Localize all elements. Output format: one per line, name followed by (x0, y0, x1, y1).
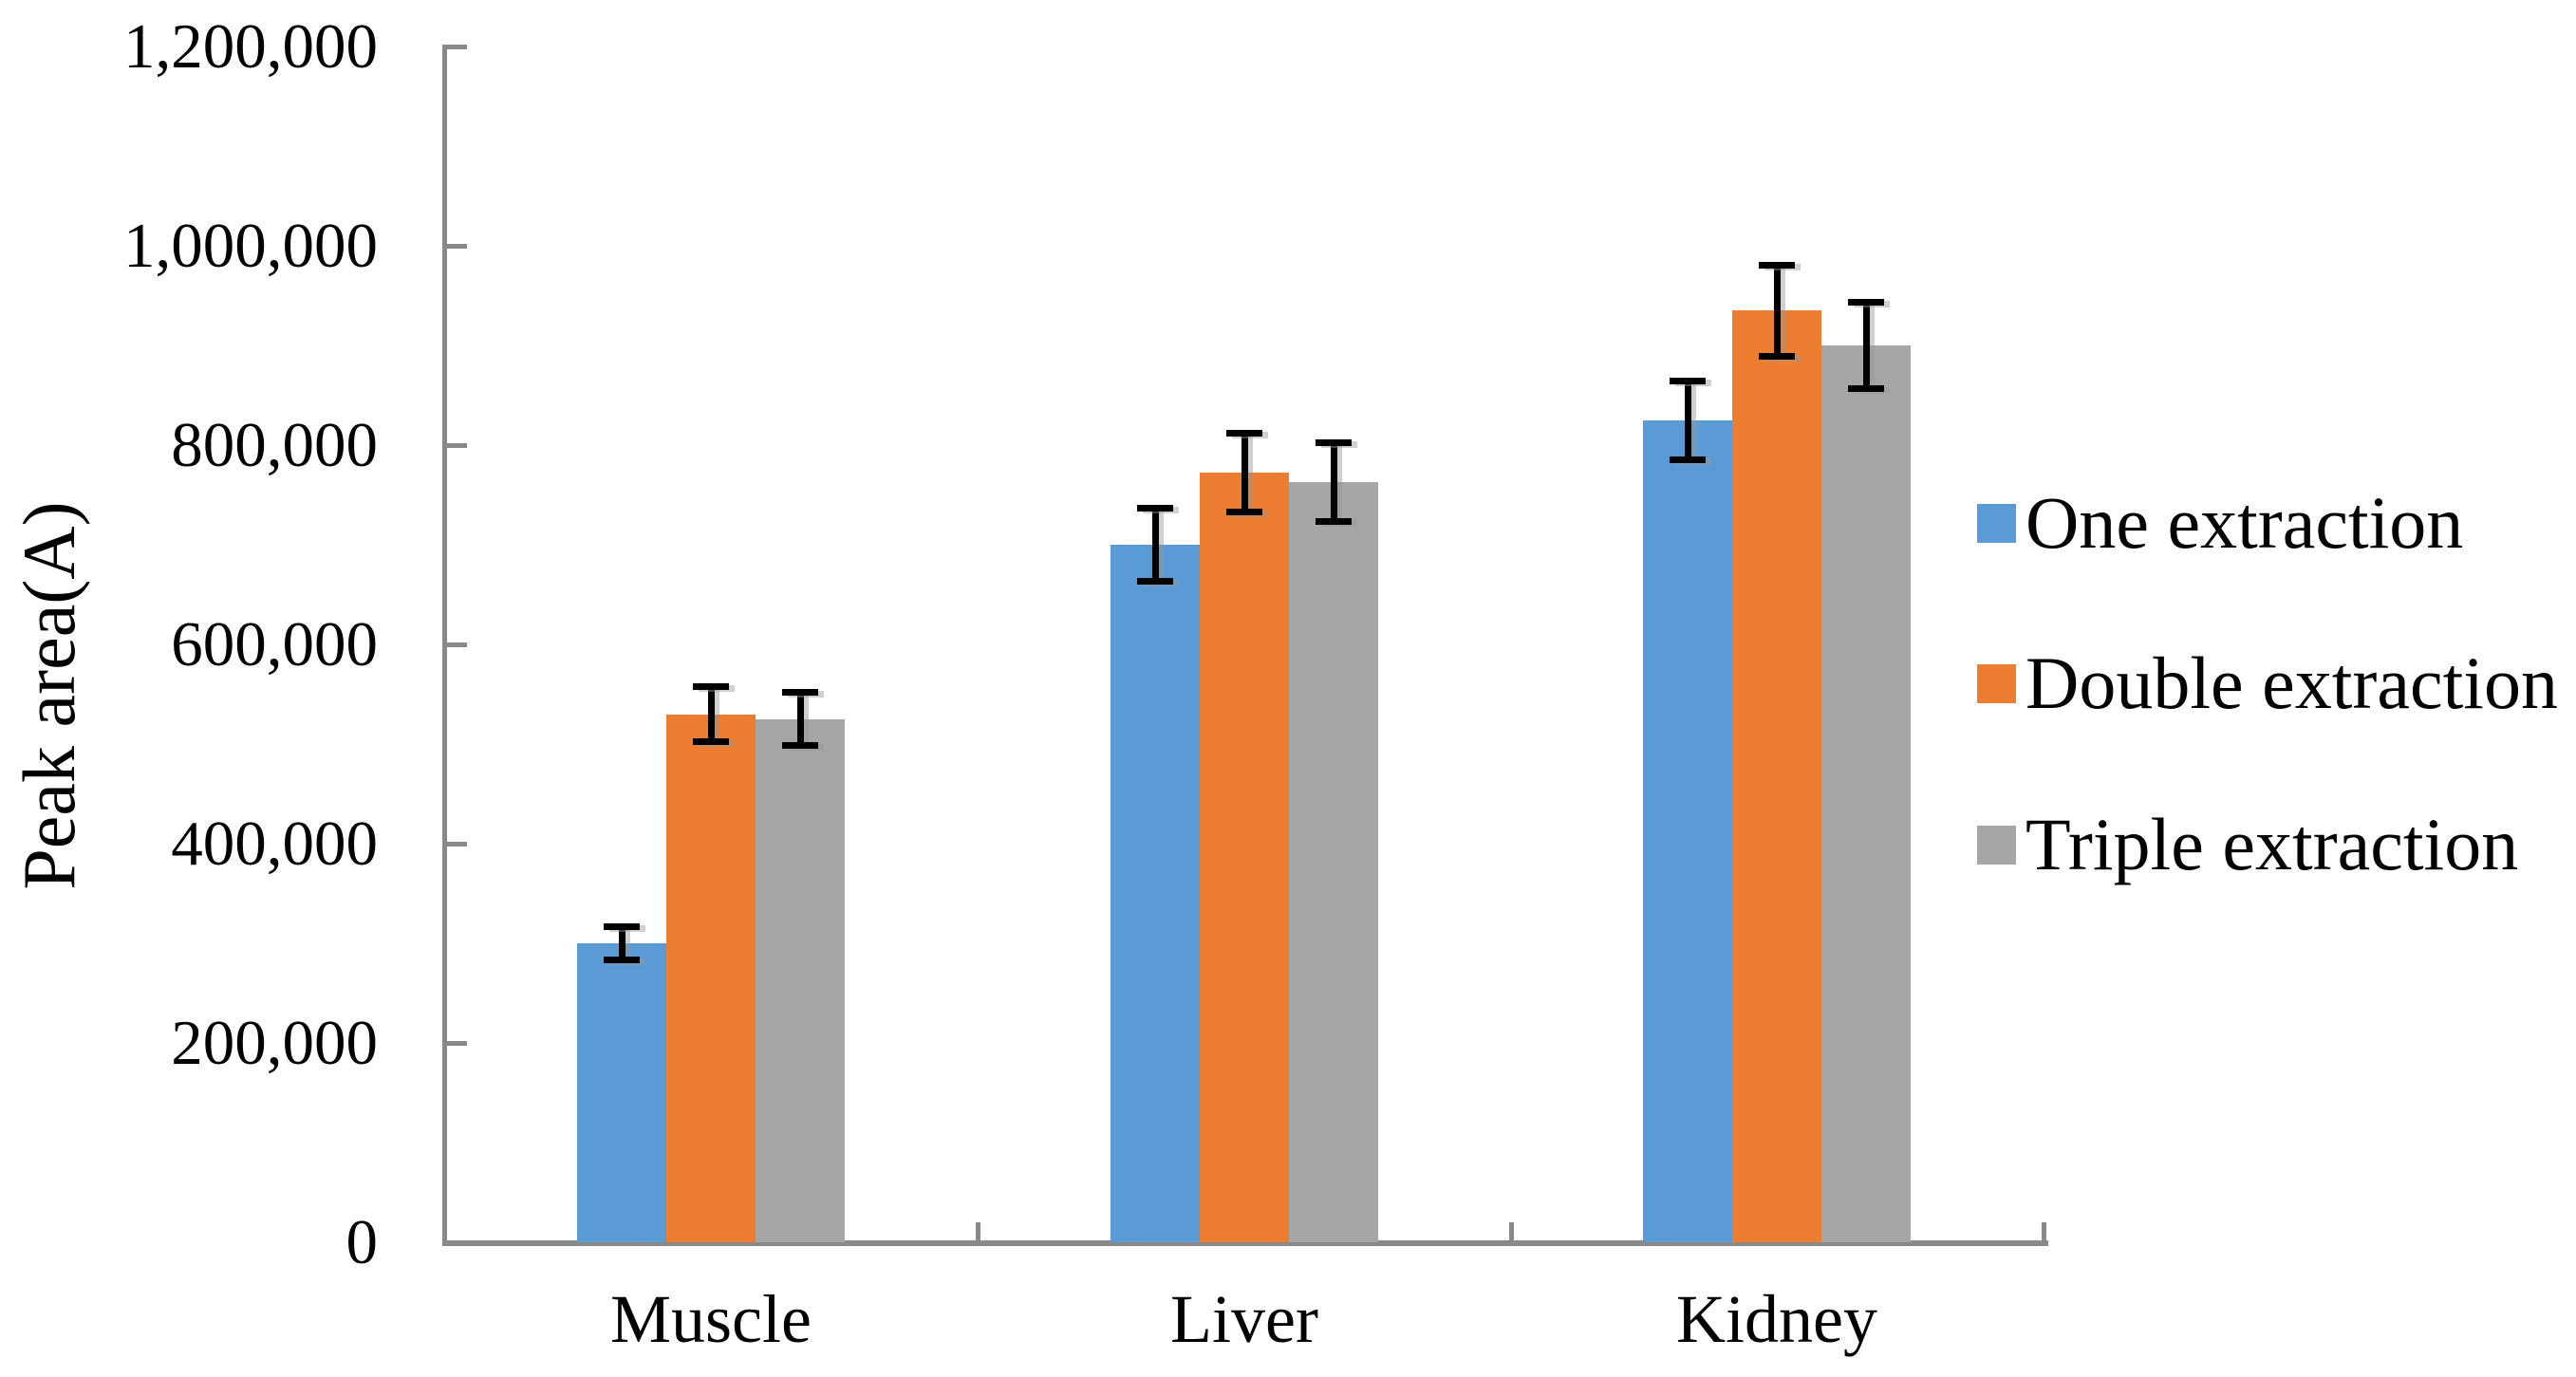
error-bar-cap-bottom (604, 956, 640, 963)
error-bar-cap-bottom (1670, 456, 1706, 463)
error-bar-one-extraction-kidney (1684, 380, 1691, 460)
y-tick (442, 642, 467, 647)
bar-triple-extraction-kidney (1821, 345, 1911, 1242)
x-tick (1509, 1222, 1514, 1242)
y-tick-label: 400,000 (171, 809, 378, 879)
y-tick (442, 443, 467, 448)
legend-label-one-extraction: One extraction (2025, 481, 2464, 564)
bar-double-extraction-kidney (1732, 310, 1821, 1242)
y-tick-label: 1,200,000 (123, 11, 378, 82)
y-tick (442, 244, 467, 249)
error-bar-cap-bottom (1137, 577, 1173, 585)
bar-one-extraction-liver (1111, 545, 1200, 1242)
error-bar-one-extraction-liver (1151, 508, 1159, 582)
y-tick (442, 1041, 467, 1046)
error-bar-triple-extraction-kidney (1862, 301, 1870, 390)
legend-swatch-double-extraction (1977, 663, 2016, 703)
error-bar-cap-top (604, 923, 640, 931)
error-bar-cap-top (1670, 377, 1706, 384)
error-bar-cap-bottom (1848, 385, 1884, 393)
x-category-label-muscle: Muscle (610, 1281, 812, 1357)
x-category-label-kidney: Kidney (1676, 1281, 1877, 1357)
error-bar-double-extraction-kidney (1773, 264, 1781, 357)
error-bar-cap-top (1137, 505, 1173, 512)
y-tick-label: 0 (345, 1207, 379, 1277)
x-tick (2042, 1222, 2046, 1242)
bar-one-extraction-muscle (577, 943, 666, 1242)
error-bar-cap-bottom (1759, 352, 1795, 360)
x-category-label-liver: Liver (1170, 1281, 1318, 1357)
error-bar-double-extraction-muscle (707, 686, 715, 742)
legend-item-triple-extraction: Triple extraction (1977, 806, 2518, 884)
error-bar-triple-extraction-muscle (796, 692, 804, 747)
error-bar-triple-extraction-liver (1330, 441, 1337, 522)
bar-double-extraction-liver (1200, 473, 1289, 1242)
bar-triple-extraction-liver (1289, 481, 1378, 1242)
bar-double-extraction-muscle (666, 714, 756, 1242)
error-bar-cap-top (1759, 261, 1795, 269)
error-bar-one-extraction-muscle (618, 926, 625, 960)
legend-label-triple-extraction: Triple extraction (2025, 803, 2519, 885)
error-bar-cap-top (1316, 438, 1352, 446)
error-bar-double-extraction-liver (1241, 433, 1248, 513)
error-bar-cap-top (1226, 430, 1262, 437)
bar-one-extraction-kidney (1643, 419, 1732, 1242)
error-bar-cap-bottom (1316, 517, 1352, 525)
y-tick (442, 45, 467, 49)
error-bar-cap-top (693, 683, 729, 691)
x-axis-line (442, 1240, 2048, 1246)
y-tick-label: 800,000 (171, 410, 378, 480)
error-bar-cap-bottom (782, 742, 818, 750)
error-bar-cap-top (1848, 298, 1884, 306)
x-tick (976, 1222, 980, 1242)
legend-item-one-extraction: One extraction (1977, 484, 2463, 562)
error-bar-cap-top (782, 689, 818, 697)
error-bar-cap-bottom (1226, 509, 1262, 516)
legend-label-double-extraction: Double extraction (2025, 642, 2558, 724)
y-tick-label: 1,000,000 (123, 211, 378, 281)
legend-item-double-extraction: Double extraction (1977, 644, 2558, 722)
error-bar-cap-bottom (693, 737, 729, 745)
bar-triple-extraction-muscle (756, 718, 845, 1242)
y-tick-label: 600,000 (171, 609, 378, 679)
legend-swatch-one-extraction (1977, 503, 2016, 543)
y-tick (442, 842, 467, 847)
legend-swatch-triple-extraction (1977, 825, 2016, 865)
y-tick-label: 200,000 (171, 1008, 378, 1078)
